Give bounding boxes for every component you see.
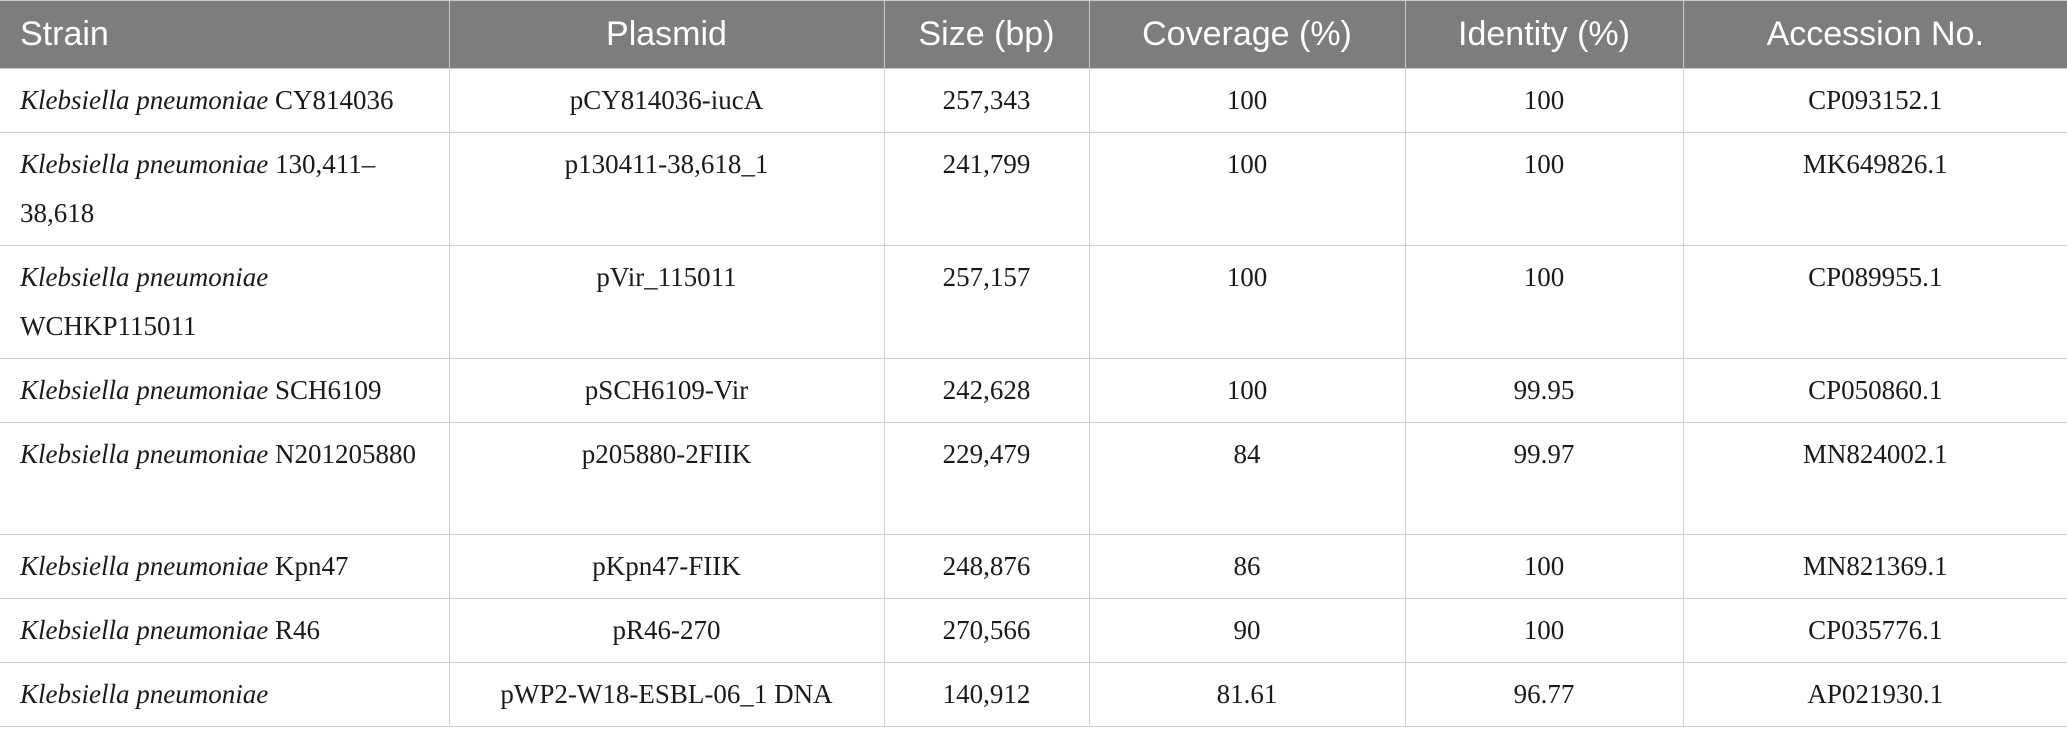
coverage-cell: 86 [1088, 534, 1406, 599]
table-row: Klebsiella pneumoniae CY814036 pCY814036… [0, 68, 2067, 133]
table-row: Klebsiella pneumoniae WCHKP115011 pVir_1… [0, 245, 2067, 359]
identity-cell: 100 [1404, 245, 1684, 359]
identity-cell: 100 [1404, 598, 1684, 663]
accession-cell: MN821369.1 [1682, 534, 2067, 599]
species-name: Klebsiella pneumoniae [20, 551, 269, 581]
header-size: Size (bp) [883, 0, 1089, 69]
species-name: Klebsiella pneumoniae [20, 439, 269, 469]
accession-cell: CP093152.1 [1682, 68, 2067, 133]
header-row: Strain Plasmid Size (bp) Coverage (%) Id… [0, 0, 2067, 69]
strain-id: WCHKP115011 [20, 311, 197, 341]
strain-cell: Klebsiella pneumoniae R46 [0, 598, 450, 663]
identity-cell: 100 [1404, 68, 1684, 133]
strain-id: R46 [268, 615, 320, 645]
strain-id: CY814036 [268, 85, 394, 115]
accession-cell: CP089955.1 [1682, 245, 2067, 359]
header-coverage: Coverage (%) [1088, 0, 1405, 69]
table-row: Klebsiella pneumoniae SCH6109 pSCH6109-V… [0, 358, 2067, 423]
table-header: Strain Plasmid Size (bp) Coverage (%) Id… [0, 0, 2067, 69]
size-cell: 270,566 [883, 598, 1090, 663]
table-row: Klebsiella pneumoniae N201205880 p205880… [0, 422, 2067, 535]
identity-cell: 96.77 [1404, 662, 1684, 727]
plasmid-cell: pR46-270 [448, 598, 885, 663]
identity-cell: 99.97 [1404, 422, 1684, 535]
size-cell: 242,628 [883, 358, 1090, 423]
species-name: Klebsiella pneumoniae [20, 375, 269, 405]
species-name: Klebsiella pneumoniae [20, 262, 269, 292]
header-accession: Accession No. [1682, 0, 2067, 69]
size-cell: 140,912 [883, 662, 1090, 727]
coverage-cell: 100 [1088, 245, 1406, 359]
coverage-cell: 81.61 [1088, 662, 1406, 727]
accession-cell: MK649826.1 [1682, 132, 2067, 246]
strain-cell: Klebsiella pneumoniae Kpn47 [0, 534, 450, 599]
header-plasmid: Plasmid [448, 0, 884, 69]
size-cell: 257,157 [883, 245, 1090, 359]
strain-id: SCH6109 [268, 375, 382, 405]
plasmid-cell: pWP2-W18-ESBL-06_1 DNA [448, 662, 885, 727]
plasmid-cell: pSCH6109-Vir [448, 358, 885, 423]
strain-cell: Klebsiella pneumoniae N201205880 [0, 422, 450, 535]
table-row: Klebsiella pneumoniae Kpn47 pKpn47-FIIK … [0, 534, 2067, 599]
strain-cell: Klebsiella pneumoniae [0, 662, 450, 727]
identity-cell: 100 [1404, 534, 1684, 599]
identity-cell: 99.95 [1404, 358, 1684, 423]
coverage-cell: 100 [1088, 68, 1406, 133]
species-name: Klebsiella pneumoniae [20, 149, 269, 179]
strain-cell: Klebsiella pneumoniae 130,411–38,618 [0, 132, 450, 246]
species-name: Klebsiella pneumoniae [20, 615, 269, 645]
table-row: Klebsiella pneumoniae 130,411–38,618 p13… [0, 132, 2067, 246]
accession-cell: AP021930.1 [1682, 662, 2067, 727]
accession-cell: MN824002.1 [1682, 422, 2067, 535]
coverage-cell: 90 [1088, 598, 1406, 663]
strain-id: 130,411–38,618 [20, 149, 376, 228]
coverage-cell: 100 [1088, 132, 1406, 246]
accession-cell: CP050860.1 [1682, 358, 2067, 423]
coverage-cell: 100 [1088, 358, 1406, 423]
strain-cell: Klebsiella pneumoniae SCH6109 [0, 358, 450, 423]
accession-cell: CP035776.1 [1682, 598, 2067, 663]
header-strain: Strain [0, 0, 449, 69]
species-name: Klebsiella pneumoniae [20, 85, 269, 115]
plasmid-cell: pKpn47-FIIK [448, 534, 885, 599]
strain-cell: Klebsiella pneumoniae WCHKP115011 [0, 245, 450, 359]
coverage-cell: 84 [1088, 422, 1406, 535]
size-cell: 229,479 [883, 422, 1090, 535]
table-body: Klebsiella pneumoniae CY814036 pCY814036… [0, 68, 2067, 727]
strain-cell: Klebsiella pneumoniae CY814036 [0, 68, 450, 133]
plasmid-cell: pCY814036-iucA [448, 68, 885, 133]
plasmid-cell: p130411-38,618_1 [448, 132, 885, 246]
strain-id: N201205880 [268, 439, 416, 469]
strain-id: Kpn47 [268, 551, 349, 581]
plasmid-cell: pVir_115011 [448, 245, 885, 359]
plasmid-cell: p205880-2FIIK [448, 422, 885, 535]
species-name: Klebsiella pneumoniae [20, 679, 269, 709]
table-row: Klebsiella pneumoniae R46 pR46-270 270,5… [0, 598, 2067, 663]
identity-cell: 100 [1404, 132, 1684, 246]
table-row: Klebsiella pneumoniae pWP2-W18-ESBL-06_1… [0, 662, 2067, 727]
size-cell: 248,876 [883, 534, 1090, 599]
size-cell: 241,799 [883, 132, 1090, 246]
header-identity: Identity (%) [1404, 0, 1683, 69]
size-cell: 257,343 [883, 68, 1090, 133]
